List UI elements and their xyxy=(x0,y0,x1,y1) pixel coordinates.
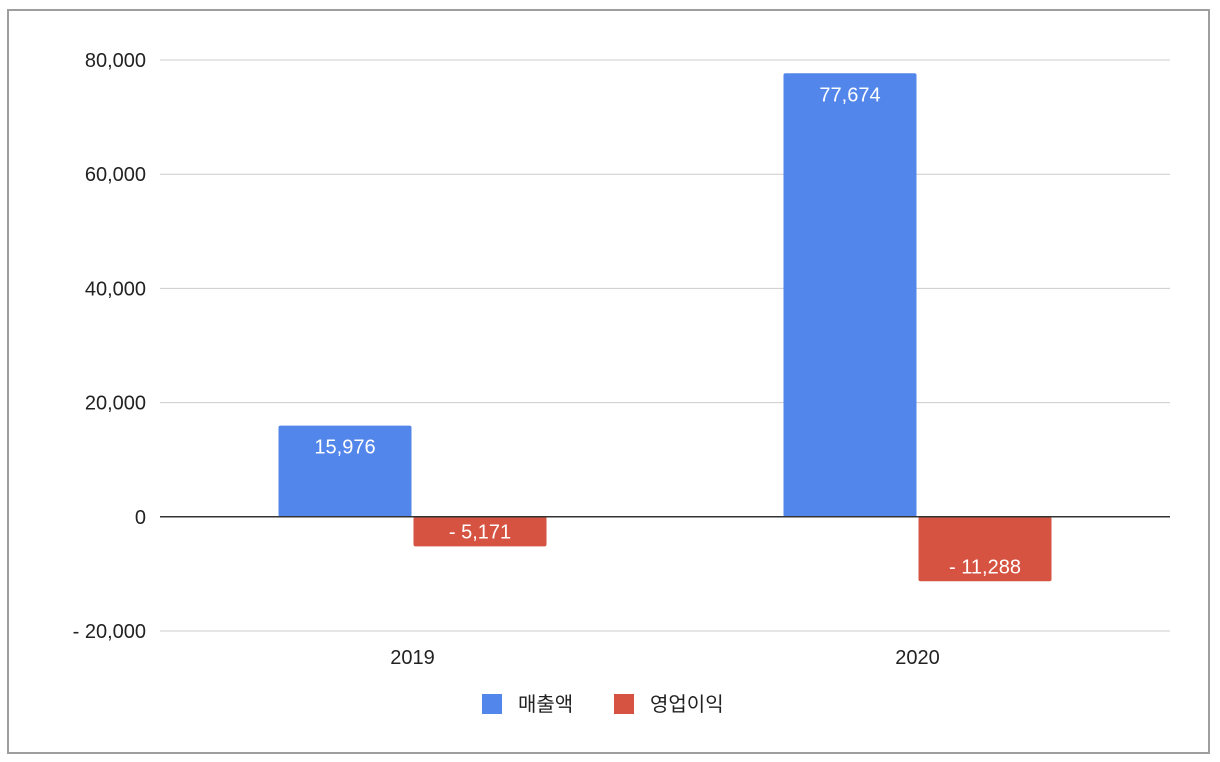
legend-swatch xyxy=(482,694,502,714)
x-tick-label: 2020 xyxy=(895,647,940,669)
legend-item-operating-profit[interactable]: 영업이익 xyxy=(614,693,724,716)
legend-label: 영업이익 xyxy=(650,693,724,716)
legend-label: 매출액 xyxy=(518,693,573,716)
bar-operating-profit-2020[interactable] xyxy=(918,516,1052,582)
y-tick-label: 80,000 xyxy=(85,50,146,72)
y-axis: 80,000 60,000 40,000 20,000 0 - 20,000 xyxy=(73,50,146,643)
y-tick-label: 0 xyxy=(135,507,146,529)
x-tick-label: 2019 xyxy=(390,647,435,669)
gridlines xyxy=(160,59,1170,632)
bars xyxy=(278,73,1052,582)
legend-swatch xyxy=(614,694,634,714)
data-labels: 15,976 - 5,171 77,674 - 11,288 xyxy=(314,84,1021,578)
data-label: 15,976 xyxy=(314,437,375,459)
bar-revenue-2020[interactable] xyxy=(783,73,917,517)
data-label: 77,674 xyxy=(819,84,880,106)
bar-revenue-2019[interactable] xyxy=(278,425,412,517)
legend-item-revenue[interactable]: 매출액 xyxy=(482,693,573,716)
y-tick-label: 40,000 xyxy=(85,278,146,300)
y-tick-label: 20,000 xyxy=(85,393,146,415)
bar-operating-profit-2019[interactable] xyxy=(413,516,547,547)
y-tick-label: - 20,000 xyxy=(73,621,146,643)
chart-frame xyxy=(7,9,1210,754)
legend[interactable]: 매출액 영업이익 xyxy=(482,693,724,716)
x-axis: 2019 2020 xyxy=(390,647,940,669)
data-label: - 11,288 xyxy=(949,556,1021,578)
data-label: - 5,171 xyxy=(449,521,511,543)
y-tick-label: 60,000 xyxy=(85,164,146,186)
